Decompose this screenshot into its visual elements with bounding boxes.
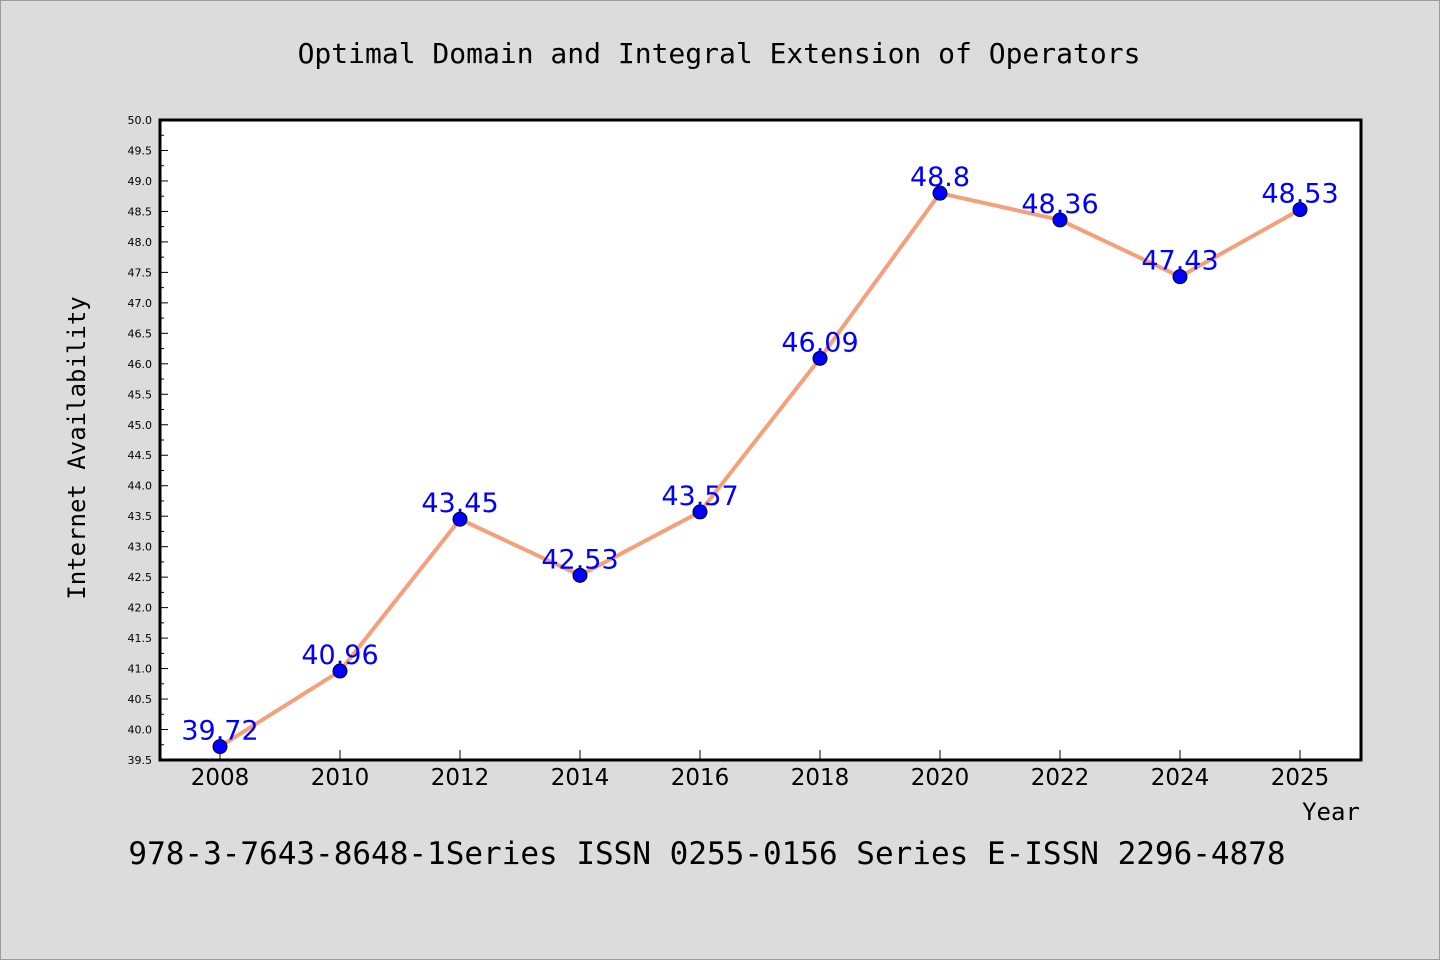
y-tick-label: 48.5 (128, 205, 153, 218)
x-axis: 2008 2010 2012 2014 2016 2018 2020 2022 2024 2025 (191, 750, 1330, 791)
y-tick-label: 41.5 (128, 632, 153, 645)
data-label: 43.45 (421, 488, 498, 519)
y-tick-label: 42.0 (128, 602, 153, 615)
y-tick-label: 50.0 (128, 114, 153, 127)
y-axis-label: Internet Availability (63, 296, 91, 599)
y-tick-label: 41.0 (128, 663, 153, 676)
data-label: 48.36 (1021, 189, 1098, 220)
y-tick-label: 44.0 (128, 480, 153, 493)
data-label: 46.09 (781, 327, 858, 358)
y-tick-label: 47.0 (128, 297, 153, 310)
y-tick-label: 40.0 (128, 724, 153, 737)
data-label: 39.72 (181, 716, 258, 747)
y-tick-label: 43.0 (128, 541, 153, 554)
y-tick-label: 49.5 (128, 144, 153, 157)
data-point (932, 185, 948, 201)
series-line (218, 191, 1302, 749)
plot-area (160, 120, 1361, 760)
data-point (1292, 202, 1308, 218)
y-tick-label: 45.5 (128, 388, 153, 401)
y-tick-label: 43.5 (128, 510, 153, 523)
y-tick-label: 44.5 (128, 449, 153, 462)
data-point (572, 567, 588, 583)
y-tick-label: 46.0 (128, 358, 153, 371)
x-tick-label: 2018 (791, 765, 850, 791)
x-tick-label: 2008 (191, 765, 250, 791)
plot-border (158, 118, 1363, 762)
y-tick-label: 47.5 (128, 266, 153, 279)
x-tick-label: 2025 (1271, 765, 1330, 791)
x-tick-label: 2016 (671, 765, 730, 791)
data-label: 42.53 (541, 544, 618, 575)
data-label: 47.43 (1141, 246, 1218, 277)
data-label: 43.57 (661, 481, 738, 512)
chart-title: Optimal Domain and Integral Extension of… (298, 37, 1141, 70)
x-tick-label: 2010 (311, 765, 370, 791)
series-markers (212, 185, 1308, 755)
data-point (212, 739, 228, 755)
y-tick-label: 46.5 (128, 327, 153, 340)
data-labels: 39.72 40.96 43.45 42.53 43.57 46.09 48.8 48.36 4… (181, 162, 1338, 746)
data-label: 48.53 (1261, 179, 1338, 210)
x-tick-label: 2012 (431, 765, 490, 791)
data-point (1172, 269, 1188, 285)
y-tick-label: 42.5 (128, 571, 153, 584)
y-tick-label: 49.0 (128, 175, 153, 188)
data-point (452, 511, 468, 527)
footer-text: 978-3-7643-8648-1Series ISSN 0255-0156 S… (128, 836, 1285, 872)
x-tick-label: 2024 (1151, 765, 1210, 791)
x-tick-label: 2022 (1031, 765, 1090, 791)
y-tick-label: 45.0 (128, 419, 153, 432)
y-tick-label: 40.5 (128, 693, 153, 706)
data-point (1052, 212, 1068, 228)
y-tick-label: 39.5 (128, 754, 153, 767)
data-label: 40.96 (301, 640, 378, 671)
x-tick-label: 2014 (551, 765, 610, 791)
data-label: 48.8 (910, 162, 970, 193)
x-tick-label: 2020 (911, 765, 970, 791)
data-point (692, 504, 708, 520)
data-point (812, 350, 828, 366)
y-tick-label: 48.0 (128, 236, 153, 249)
data-point (332, 663, 348, 679)
x-axis-label: Year (1302, 798, 1360, 826)
